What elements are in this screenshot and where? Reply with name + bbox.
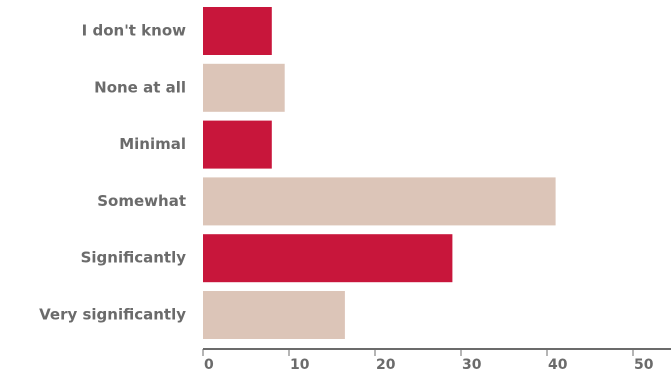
x-tick-label-0: 0 [204,357,214,373]
bar-0 [203,7,272,55]
category-label-0: I don't know [82,22,186,40]
category-label-3: Somewhat [97,192,186,210]
category-label-5: Very significantly [39,306,186,324]
x-tick-label-3: 30 [462,357,482,373]
x-tick-label-5: 50 [634,357,654,373]
bar-2 [203,120,272,169]
bar-3 [203,177,556,226]
bar-5 [203,291,345,339]
x-tick-label-2: 20 [376,357,396,373]
category-label-4: Significantly [81,249,187,267]
bar-4 [203,234,453,283]
x-tick-label-1: 10 [290,357,310,373]
x-axis-ticks: 0 10 20 30 40 50 [202,349,654,373]
category-labels: I don't know None at all Minimal Somewhat Si… [39,22,186,324]
bars-group [203,7,556,339]
category-label-2: Minimal [119,135,186,153]
x-tick-label-4: 40 [548,357,568,373]
bar-1 [203,63,285,112]
category-label-1: None at all [94,78,186,96]
